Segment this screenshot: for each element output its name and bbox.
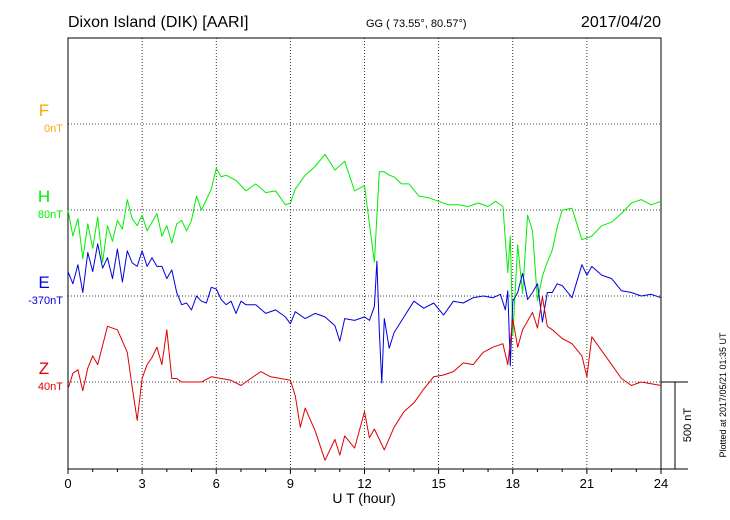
x-tick-label: 3	[139, 476, 146, 491]
scale-bar: 500 nT	[661, 381, 694, 470]
x-tick-label: 0	[64, 476, 71, 491]
x-tick-label: 6	[213, 476, 220, 491]
channel-label-z: Z	[39, 359, 49, 378]
series-z-line	[67, 296, 662, 461]
x-tick-label: 9	[287, 476, 294, 491]
channel-baseline-f: 0nT	[44, 123, 63, 135]
series-h-line	[67, 153, 662, 336]
channel-labels: F 0nT H 80nT E -370nT Z 40nT	[28, 101, 63, 393]
series-group	[67, 153, 662, 461]
coordinates-label: GG ( 73.55°, 80.57°)	[366, 18, 467, 30]
scale-bar-label: 500 nT	[682, 408, 694, 443]
x-tick-label: 21	[580, 476, 594, 491]
channel-label-h: H	[38, 187, 50, 206]
station-title: Dixon Island (DIK) [AARI]	[68, 14, 249, 31]
x-tick-label: 18	[506, 476, 520, 491]
channel-label-f: F	[39, 101, 49, 120]
x-tick-label: 24	[654, 476, 668, 491]
x-tick-label: 15	[431, 476, 445, 491]
channel-baseline-h: 80nT	[38, 209, 63, 221]
channel-baseline-z: 40nT	[38, 381, 63, 393]
series-e-line	[67, 243, 662, 384]
plotted-note: Plotted at 2017/05/21 01:35 UT	[718, 332, 728, 458]
channel-label-e: E	[38, 273, 49, 292]
x-axis-label: U T (hour)	[332, 490, 395, 506]
x-tick-label: 12	[357, 476, 371, 491]
channel-baseline-e: -370nT	[28, 295, 63, 307]
date-label: 2017/04/20	[581, 14, 661, 31]
grid	[68, 38, 661, 469]
x-axis-ticks: 0 3 6 9 12 15 18 21 24	[64, 469, 668, 491]
